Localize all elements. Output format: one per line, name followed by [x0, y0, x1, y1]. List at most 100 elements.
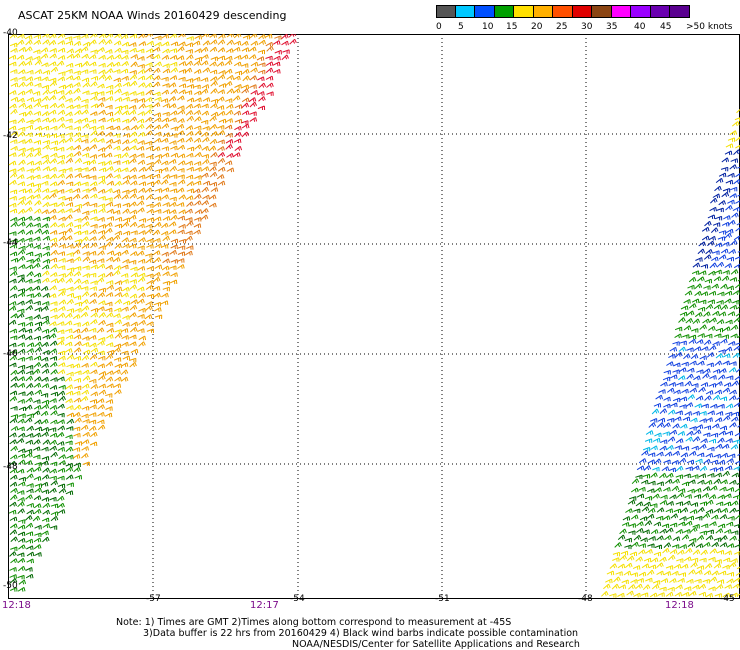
- wind-barb: [26, 348, 35, 353]
- wind-barb: [737, 424, 740, 428]
- wind-barb: [683, 500, 691, 506]
- wind-barb: [10, 69, 18, 74]
- wind-barb: [170, 272, 178, 277]
- wind-barb: [65, 312, 73, 319]
- wind-barb: [114, 286, 123, 292]
- wind-barb: [685, 318, 694, 324]
- wind-barb: [725, 411, 733, 417]
- wind-barb: [26, 413, 34, 418]
- wind-barb: [281, 34, 289, 40]
- wind-barb: [81, 299, 89, 305]
- wind-barb: [714, 472, 722, 478]
- wind-barb: [687, 284, 695, 290]
- wind-barb: [106, 333, 114, 339]
- wind-barb: [686, 347, 694, 352]
- wind-barb: [178, 209, 186, 215]
- wind-barb: [732, 206, 740, 212]
- wind-barb: [671, 485, 680, 492]
- wind-barb: [677, 549, 685, 555]
- wind-barb: [64, 376, 73, 382]
- wind-barb: [17, 274, 25, 279]
- wind-barb: [719, 542, 728, 548]
- wind-barb: [691, 328, 699, 333]
- wind-barb: [41, 277, 50, 283]
- wind-barb: [626, 590, 634, 596]
- wind-barb: [266, 91, 274, 96]
- wind-barb: [10, 487, 18, 493]
- wind-barb: [112, 125, 121, 131]
- wind-barb: [81, 362, 89, 368]
- wind-barb: [50, 511, 59, 516]
- wind-barb: [41, 368, 50, 374]
- wind-barb: [74, 417, 82, 424]
- wind-barb: [708, 438, 717, 444]
- wind-barb: [90, 81, 98, 88]
- wind-barb: [160, 98, 169, 103]
- wind-barb: [25, 452, 33, 458]
- wind-barb: [737, 453, 740, 457]
- wind-barb: [104, 222, 113, 228]
- wind-barb: [737, 279, 740, 282]
- wind-barb: [9, 90, 17, 95]
- wind-barb: [730, 500, 739, 506]
- wind-barb: [122, 81, 131, 87]
- wind-barb: [10, 454, 18, 460]
- wind-barb: [725, 403, 734, 409]
- wind-barb: [49, 77, 57, 83]
- wind-barb: [81, 104, 89, 109]
- wind-barb: [685, 547, 693, 554]
- wind-barb: [659, 445, 667, 451]
- wind-barb: [177, 245, 186, 250]
- wind-barb: [57, 103, 65, 109]
- wind-barb: [177, 215, 185, 221]
- wind-barb: [90, 361, 98, 367]
- wind-barb: [217, 180, 226, 186]
- wind-barb: [210, 39, 218, 45]
- wind-barb: [729, 535, 737, 541]
- wind-barb: [9, 42, 18, 48]
- wind-barb: [168, 158, 177, 164]
- wind-barb: [712, 341, 720, 346]
- wind-barb: [129, 293, 138, 299]
- wind-barb: [10, 382, 18, 388]
- wind-barb: [724, 232, 732, 239]
- wind-barb: [738, 538, 740, 541]
- wind-barb: [120, 68, 129, 74]
- wind-barb: [41, 446, 49, 452]
- wind-barb: [698, 473, 707, 478]
- wind-barb: [169, 48, 177, 53]
- legend-label: 0: [436, 22, 442, 32]
- wind-barb: [41, 456, 50, 461]
- wind-barb: [10, 546, 18, 552]
- wind-barb: [217, 96, 225, 102]
- wind-barb: [24, 34, 33, 40]
- wind-barb: [675, 410, 683, 415]
- wind-barb: [41, 315, 49, 321]
- wind-barb: [73, 385, 82, 391]
- wind-barb: [66, 104, 74, 110]
- wind-barb: [672, 450, 680, 456]
- wind-barb: [17, 348, 26, 354]
- wind-barb: [50, 249, 58, 256]
- wind-barb: [129, 334, 137, 340]
- wind-barb: [210, 88, 218, 94]
- wind-barb: [89, 404, 97, 410]
- wind-barb: [721, 275, 730, 282]
- wind-barb: [72, 53, 81, 59]
- wind-barb: [265, 41, 274, 47]
- wind-barb: [82, 82, 91, 88]
- wind-barb: [273, 68, 281, 74]
- wind-barb: [97, 411, 105, 417]
- wind-barb: [41, 84, 50, 90]
- wind-barb: [18, 81, 26, 88]
- wind-barb: [185, 60, 194, 67]
- wind-barb: [648, 422, 657, 428]
- wind-barb: [718, 430, 727, 436]
- wind-barb: [153, 91, 161, 97]
- wind-barb: [209, 161, 217, 167]
- wind-barb: [629, 496, 637, 501]
- wind-barb: [656, 481, 664, 486]
- wind-barb: [9, 468, 18, 474]
- wind-barb: [33, 147, 41, 152]
- wind-barb: [34, 346, 43, 353]
